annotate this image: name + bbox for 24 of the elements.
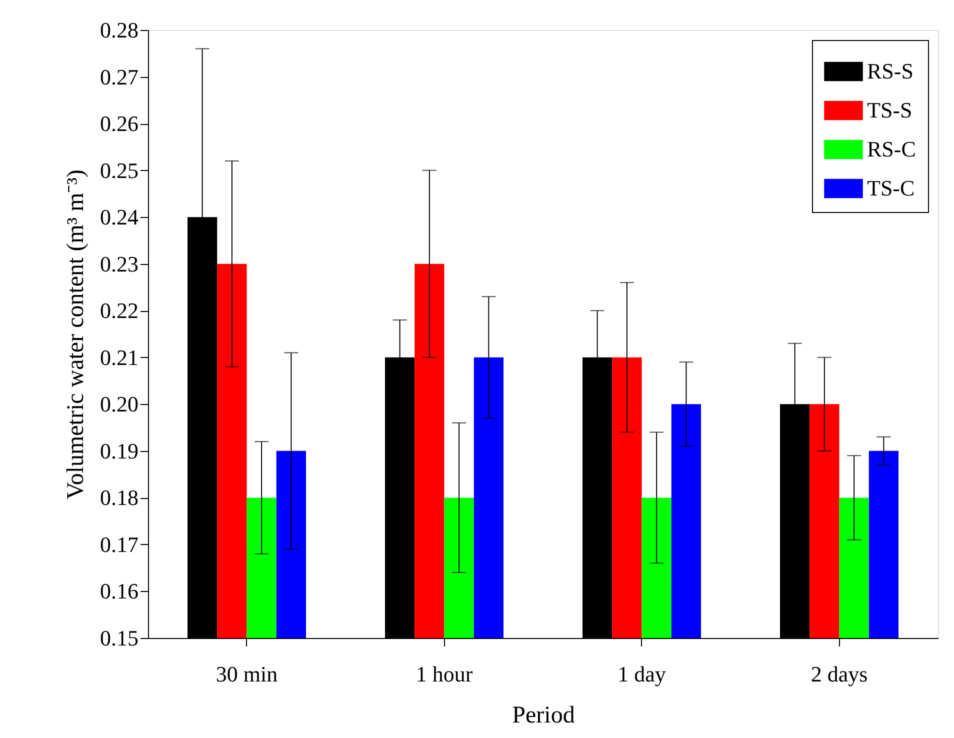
y-tick-label: 0.20	[100, 392, 138, 417]
y-tick-label: 0.25	[100, 158, 138, 183]
y-tick-label: 0.15	[100, 626, 138, 650]
legend-label: RS-C	[867, 136, 916, 162]
x-axis-title: Period	[512, 702, 575, 728]
y-tick-label: 0.23	[100, 251, 138, 276]
x-tick-label: 30 min	[216, 662, 278, 686]
y-tick-label: 0.22	[100, 298, 138, 324]
y-tick-label: 0.26	[100, 111, 138, 136]
y-tick-label: 0.16	[100, 578, 138, 604]
y-tick-label: 0.18	[100, 485, 138, 510]
x-tick-label: 2 days	[810, 662, 868, 686]
x-tick-label: 1 hour	[416, 662, 474, 686]
legend-label: TS-S	[867, 98, 912, 122]
y-tick-label: 0.28	[100, 18, 138, 42]
legend-label: RS-S	[867, 58, 914, 84]
legend-label: TS-C	[867, 176, 915, 200]
y-tick-label: 0.27	[100, 64, 138, 90]
y-tick-label: 0.19	[100, 438, 138, 464]
y-tick-label: 0.24	[100, 204, 138, 230]
x-tick-label: 1 day	[618, 662, 666, 686]
y-tick-label: 0.17	[100, 532, 138, 557]
y-tick-label: 0.21	[100, 344, 138, 370]
y-axis-title: Volumetric water content (m³ m⁻³)	[63, 170, 89, 500]
